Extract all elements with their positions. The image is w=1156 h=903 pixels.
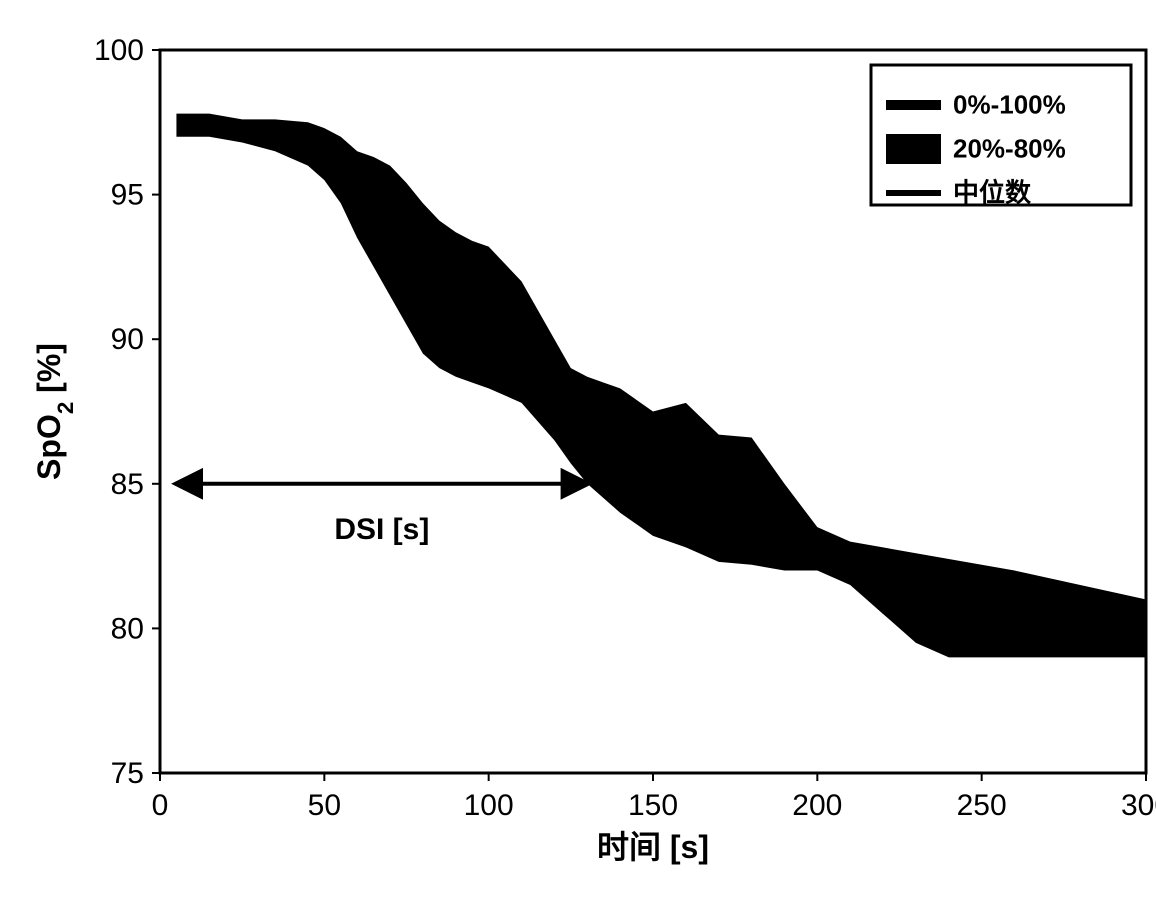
chart-svg: 0 50 100 150 200 250 300 75 80 85 90 95 100 时间 [s] SpO… (20, 20, 1156, 883)
chart-container: 0 50 100 150 200 250 300 75 80 85 90 95 100 时间 [s] SpO… (20, 20, 1156, 883)
y-axis-label: SpO2 [%] (31, 343, 78, 480)
legend-label: 20%-80% (953, 134, 1066, 164)
y-tick-label: 90 (111, 323, 144, 356)
legend-swatch-rect (886, 134, 941, 164)
legend-label: 0%-100% (953, 90, 1066, 120)
legend-label: 中位数 (953, 178, 1032, 208)
y-tick-label: 95 (111, 179, 144, 212)
x-tick-label: 200 (792, 789, 842, 822)
y-tick-label: 80 (111, 612, 144, 645)
x-tick-label: 150 (628, 789, 678, 822)
x-tick-label: 300 (1121, 789, 1156, 822)
legend-swatch-rect (886, 100, 941, 110)
y-tick-label: 85 (111, 468, 144, 501)
x-tick-label: 0 (152, 789, 169, 822)
x-axis-label: 时间 [s] (597, 829, 709, 865)
y-tick-label: 75 (111, 757, 144, 790)
x-tick-label: 250 (957, 789, 1007, 822)
x-tick-label: 100 (464, 789, 514, 822)
y-tick-label: 100 (94, 34, 144, 67)
dsi-label: DSI [s] (334, 513, 429, 546)
x-tick-label: 50 (308, 789, 341, 822)
